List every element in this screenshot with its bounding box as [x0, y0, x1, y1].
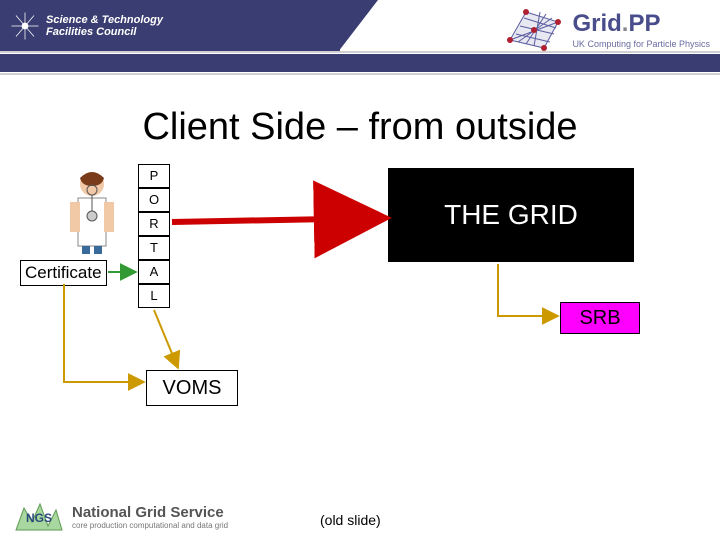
gridpp-title: Grid.PP [572, 10, 710, 38]
slide-header: Science & Technology Facilities Council [0, 0, 720, 90]
header-stripe [0, 54, 720, 72]
diagram-area: P O R T A L Certificate THE GRID SRB VOM… [0, 160, 720, 460]
footer: NGS National Grid Service core productio… [14, 500, 228, 534]
stfc-line2: Facilities Council [46, 26, 163, 38]
gridpp-title-b: PP [628, 10, 660, 37]
header-diagonal [338, 0, 378, 52]
stfc-burst-icon [10, 11, 40, 41]
old-slide-note: (old slide) [320, 512, 381, 528]
header-band: Science & Technology Facilities Council [0, 0, 340, 52]
gridpp-grid-icon [504, 4, 564, 54]
connectors [0, 160, 720, 460]
arrow-grid-to-srb [498, 264, 558, 316]
arrow-portal-to-grid [172, 218, 384, 222]
gridpp-title-a: Grid [572, 10, 621, 37]
arrow-cert-to-voms [64, 284, 144, 382]
ngs-badge-icon: NGS [14, 500, 64, 534]
stfc-line1: Science & Technology [46, 14, 163, 26]
arrow-portal-to-voms [154, 310, 178, 368]
gridpp-logo: Grid.PP UK Computing for Particle Physic… [504, 4, 710, 54]
ngs-line1: National Grid Service [72, 504, 228, 521]
ngs-badge-text: NGS [26, 511, 52, 525]
stfc-logo: Science & Technology Facilities Council [10, 11, 163, 41]
slide-title: Client Side – from outside [0, 106, 720, 149]
gridpp-subtitle: UK Computing for Particle Physics [572, 39, 710, 49]
ngs-line2: core production computational and data g… [72, 521, 228, 530]
